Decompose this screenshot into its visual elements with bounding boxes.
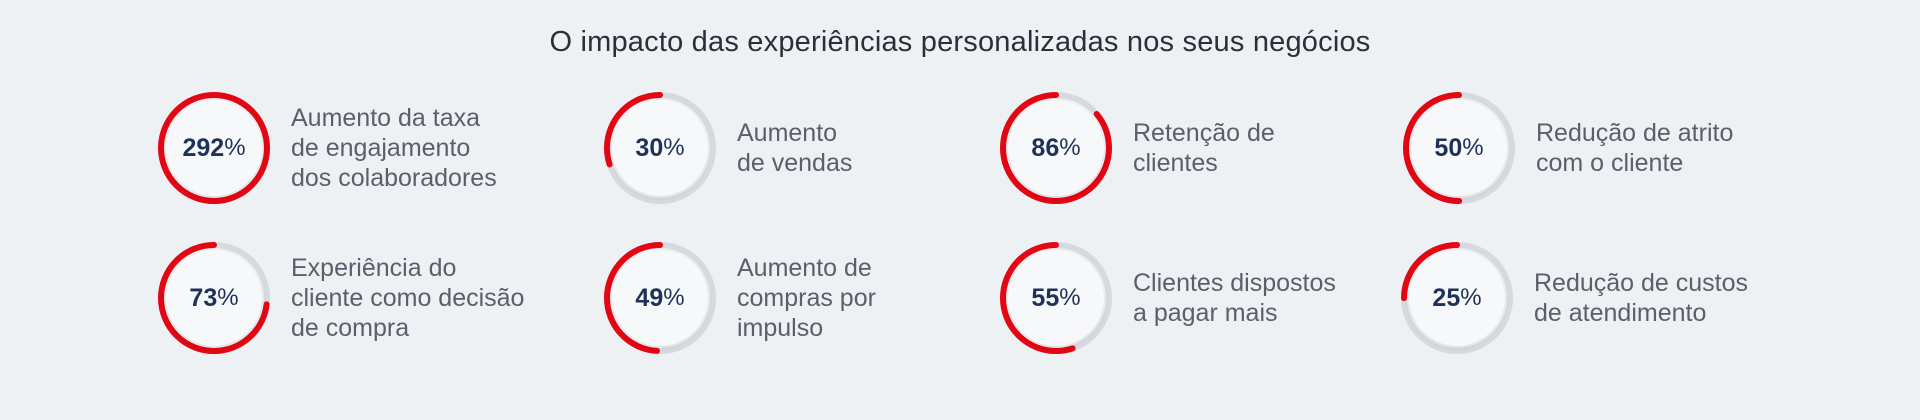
percent-sign: % <box>1059 284 1081 311</box>
stat-item-4: 73% Experiência do cliente como decisão … <box>155 239 524 357</box>
progress-arc <box>604 92 716 204</box>
stat-value: 86 <box>1031 133 1060 162</box>
stat-value: 25 <box>1432 283 1461 312</box>
stat-item-7: 25% Redução de custos de atendimento <box>1398 239 1748 357</box>
progress-ring: 73% <box>155 239 273 357</box>
progress-ring: 86% <box>997 89 1115 207</box>
percent-sign: % <box>1460 284 1482 311</box>
stat-label: Aumento de compras por impulso <box>737 254 876 342</box>
stat-disc: 73% <box>166 250 262 346</box>
stat-value: 50 <box>1434 133 1463 162</box>
progress-arc <box>158 242 270 354</box>
stat-label: Redução de custos de atendimento <box>1534 269 1749 327</box>
progress-ring: 292% <box>155 89 273 207</box>
stat-disc: 30% <box>612 100 708 196</box>
stat-label: Clientes dispostos a pagar mais <box>1133 269 1336 327</box>
stat-label: Aumento de vendas <box>737 119 853 177</box>
stat-item-2: 86% Retenção de clientes <box>997 89 1275 207</box>
stat-disc: 49% <box>612 250 708 346</box>
stat-disc: 25% <box>1409 250 1505 346</box>
progress-ring: 49% <box>601 239 719 357</box>
stat-disc: 86% <box>1008 100 1104 196</box>
progress-ring: 50% <box>1400 89 1518 207</box>
stat-item-0: 292% Aumento da taxa de engajamento dos … <box>155 89 497 207</box>
stat-label: Experiência do cliente como decisão de c… <box>291 254 525 342</box>
progress-ring: 55% <box>997 239 1115 357</box>
stat-label: Redução de atrito com o cliente <box>1536 119 1734 177</box>
percent-sign: % <box>224 134 246 161</box>
percent-sign: % <box>1059 134 1081 161</box>
progress-arc <box>158 92 270 204</box>
page-title: O impacto das experiências personalizada… <box>549 26 1371 58</box>
stat-label: Aumento da taxa de engajamento dos colab… <box>291 104 497 192</box>
stat-item-6: 55% Clientes dispostos a pagar mais <box>997 239 1336 357</box>
stat-item-1: 30% Aumento de vendas <box>601 89 852 207</box>
stat-disc: 292% <box>166 100 262 196</box>
progress-arc <box>1000 92 1112 204</box>
stat-item-3: 50% Redução de atrito com o cliente <box>1400 89 1733 207</box>
percent-sign: % <box>217 284 239 311</box>
stat-value: 49 <box>635 283 664 312</box>
progress-arc <box>1401 242 1513 354</box>
stat-label: Retenção de clientes <box>1133 119 1275 177</box>
stat-value: 30 <box>635 133 664 162</box>
stat-disc: 55% <box>1008 250 1104 346</box>
stat-item-5: 49% Aumento de compras por impulso <box>601 239 876 357</box>
stat-value: 55 <box>1031 283 1060 312</box>
progress-arc <box>1000 242 1112 354</box>
percent-sign: % <box>1462 134 1484 161</box>
stat-disc: 50% <box>1411 100 1507 196</box>
progress-ring: 30% <box>601 89 719 207</box>
percent-sign: % <box>663 134 685 161</box>
stat-value: 73 <box>189 283 218 312</box>
percent-sign: % <box>663 284 685 311</box>
progress-ring: 25% <box>1398 239 1516 357</box>
progress-arc <box>1403 92 1515 204</box>
stat-value: 292 <box>182 133 225 162</box>
progress-arc <box>604 242 716 354</box>
